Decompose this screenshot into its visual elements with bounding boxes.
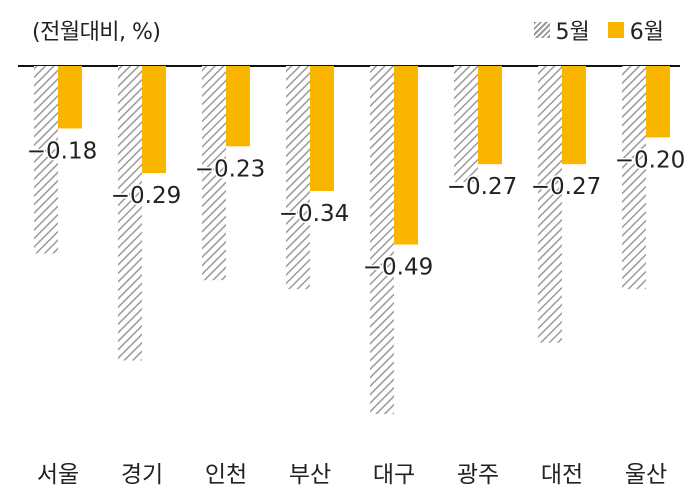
legend-item-may: 5월 [533,14,590,46]
bar-may-5 [454,66,478,183]
legend: 5월 6월 [516,14,664,46]
legend-label-june: 6월 [629,20,664,45]
category-label-2: 인천 [205,462,247,488]
category-label-4: 대구 [373,462,415,488]
unit-label: (전월대비, %) [32,20,161,45]
data-label-5: −0.27 [447,174,517,200]
bar-may-2 [202,66,226,281]
legend-item-june: 6월 [607,14,664,46]
legend-swatch-solid [607,22,624,38]
bar-may-3 [286,66,310,290]
data-label-1: −0.29 [111,183,181,209]
data-label-4: −0.49 [363,255,433,281]
data-label-0: −0.18 [27,138,97,164]
data-label-6: −0.27 [531,174,601,200]
bar-june-6 [562,66,586,165]
legend-label-may: 5월 [555,20,590,45]
data-label-3: −0.34 [279,201,349,227]
bar-june-7 [646,66,670,138]
category-label-5: 광주 [457,462,499,488]
data-label-2: −0.23 [195,156,265,182]
bar-may-7 [622,66,646,290]
bar-june-2 [226,66,250,147]
bar-june-5 [478,66,502,165]
bar-may-4 [370,66,394,415]
category-label-6: 대전 [541,462,583,488]
bar-june-4 [394,66,418,245]
bar-may-0 [34,66,58,254]
category-label-0: 서울 [37,462,79,488]
category-label-1: 경기 [121,462,163,488]
bar-may-6 [538,66,562,343]
bar-june-1 [142,66,166,174]
bar-june-3 [310,66,334,191]
bar-june-0 [58,66,82,129]
legend-swatch-hatched [533,22,550,38]
bar-may-1 [118,66,142,361]
data-label-7: −0.20 [615,147,685,173]
category-label-3: 부산 [289,462,331,488]
category-label-7: 울산 [625,462,667,488]
